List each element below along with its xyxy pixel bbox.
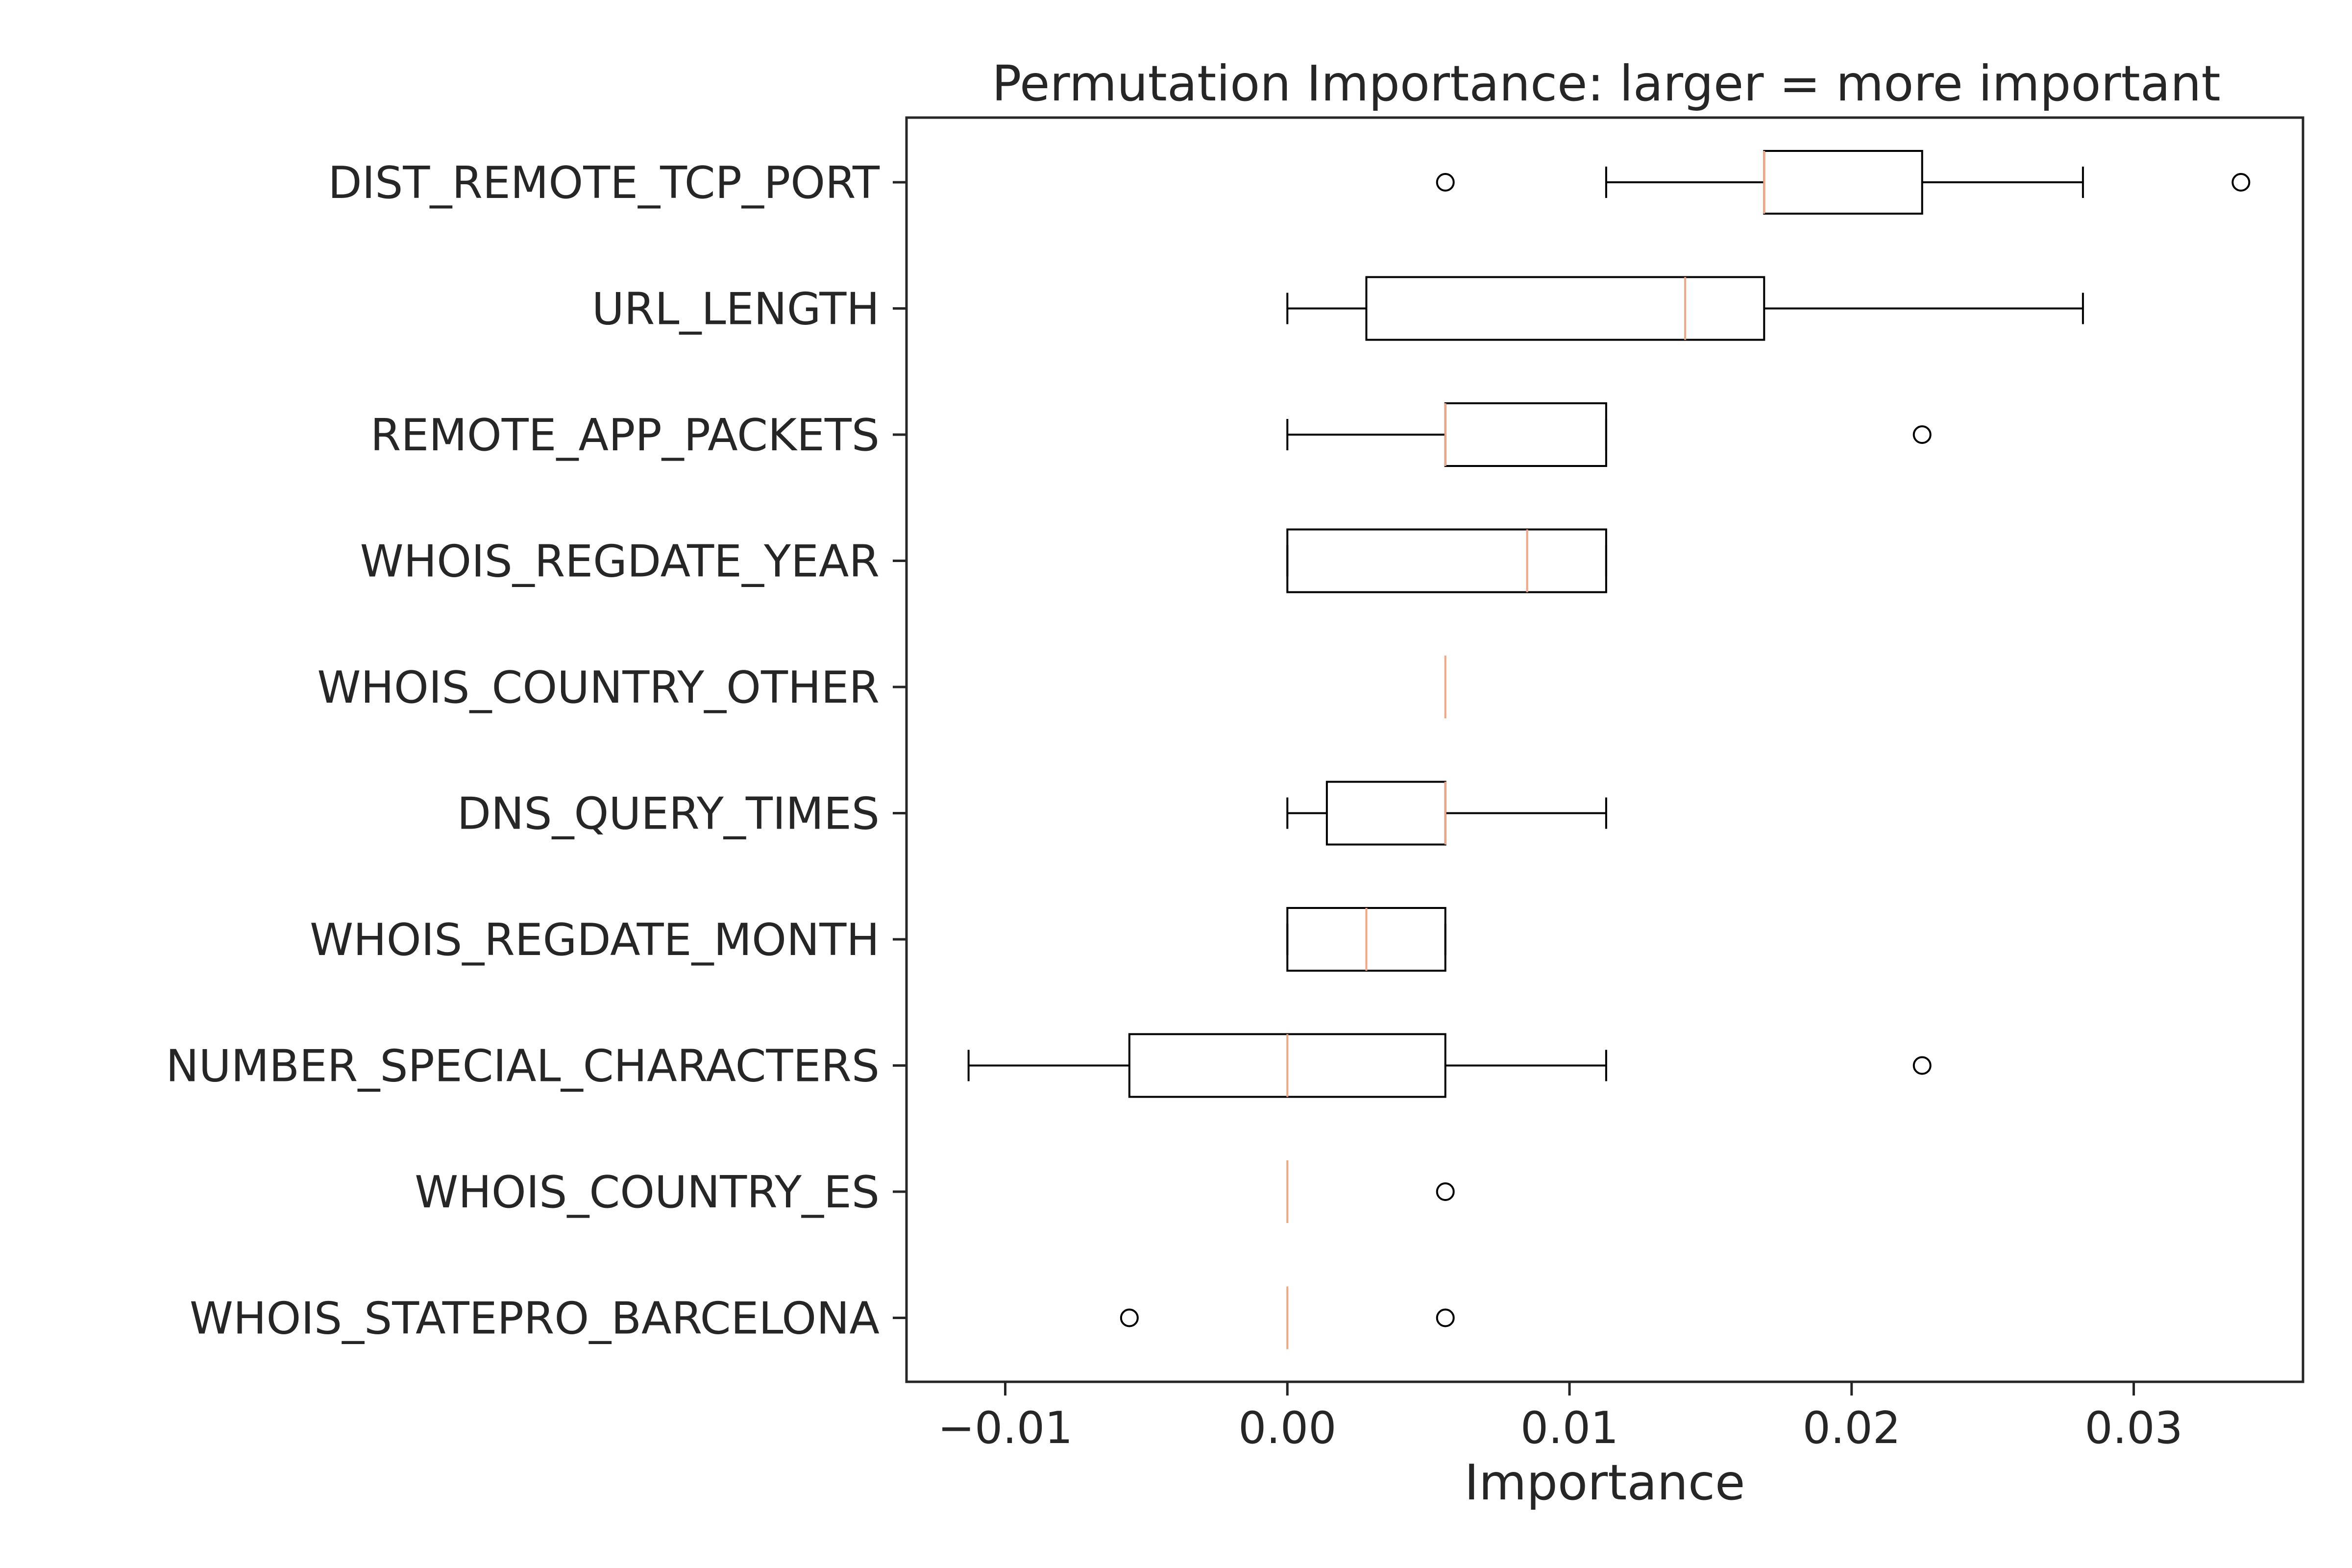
x-tick-label: 0.03 (2084, 1402, 2182, 1454)
y-tick-label: WHOIS_REGDATE_MONTH (310, 914, 880, 966)
box-iqr (1286, 528, 1607, 593)
box-group (1286, 528, 1607, 593)
y-tick-label: URL_LENGTH (592, 284, 880, 335)
box-group (1436, 150, 2251, 215)
outlier-point (1120, 1308, 1139, 1327)
chart-title: Permutation Importance: larger = more im… (992, 55, 2221, 112)
box-group (1286, 1160, 1455, 1223)
plot-frame (905, 116, 2304, 1383)
outlier-point (1436, 1308, 1455, 1327)
y-tick-label: WHOIS_STATEPRO_BARCELONA (190, 1293, 880, 1345)
box-group (1286, 402, 1932, 467)
x-axis-label: Importance (1464, 1454, 1745, 1511)
outlier-point (1912, 1056, 1932, 1075)
box-iqr (1365, 276, 1765, 341)
y-tick-label: DNS_QUERY_TIMES (457, 788, 880, 840)
y-tick-label: WHOIS_COUNTRY_OTHER (317, 662, 880, 713)
x-tick-label: −0.01 (938, 1402, 1073, 1454)
y-tick-label: WHOIS_REGDATE_YEAR (360, 536, 880, 588)
outlier-point (1436, 1182, 1455, 1201)
outlier-point (1912, 425, 1932, 444)
box-group (1286, 781, 1607, 846)
y-tick-label: NUMBER_SPECIAL_CHARACTERS (166, 1041, 880, 1092)
y-tick-label: WHOIS_COUNTRY_ES (415, 1167, 880, 1218)
box-group (1120, 1286, 1455, 1349)
x-tick-label: 0.01 (1520, 1402, 1618, 1454)
outlier-point (2231, 173, 2251, 192)
x-tick-label: 0.00 (1238, 1402, 1336, 1454)
y-axis: DIST_REMOTE_TCP_PORT URL_LENGTH REMOTE_APP… (166, 157, 906, 1345)
box-group (967, 1033, 1932, 1098)
box-group (1286, 907, 1446, 972)
y-tick-label: DIST_REMOTE_TCP_PORT (328, 157, 880, 209)
x-axis: −0.01 0.00 0.01 0.02 0.03 (938, 1382, 2183, 1454)
x-tick-label: 0.02 (1803, 1402, 1901, 1454)
plot-marks (967, 150, 2251, 1349)
outlier-point (1436, 173, 1455, 192)
box-group (1286, 276, 2084, 341)
y-tick-label: REMOTE_APP_PACKETS (370, 410, 880, 461)
